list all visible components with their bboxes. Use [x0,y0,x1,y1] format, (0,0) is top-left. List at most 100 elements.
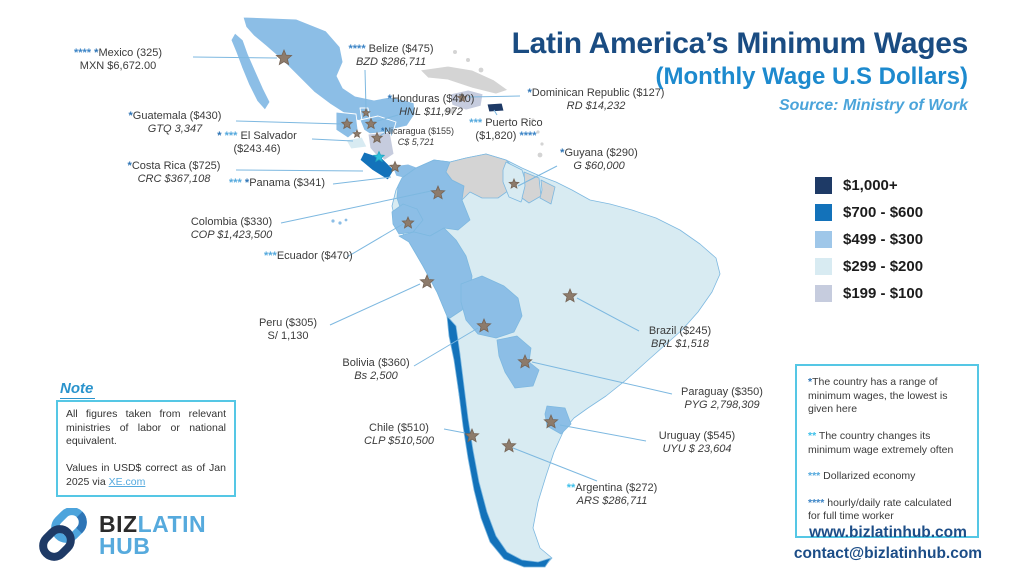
legend-label: $1,000+ [843,177,898,194]
xe-link[interactable]: XE.com [108,475,146,488]
footnotes-box: *The country has a range of minimum wage… [795,364,979,539]
legend-item-3: $299 - $200 [815,258,923,275]
leader-line-guyana [517,165,558,187]
lesser-antilles-islands [531,118,544,158]
star-costa-rica [372,150,386,163]
country-puerto-rico [486,102,505,113]
map-stars [275,48,578,453]
star-chile [464,427,480,443]
note-paragraph-2: Values in USD$ correct as of Jan 2025 vi… [66,462,226,489]
map-label-el-salvador: * *** El Salvador ($243.46) [217,130,297,155]
leader-line-brazil [576,297,640,332]
bizlatinhub-logo: BIZLATIN HUB [36,508,206,562]
leader-line-puerto-rico [493,109,498,116]
map-label-chile: Chile ($510) CLP $510,500 [364,422,434,447]
legend-swatch [815,285,832,302]
map-label-nicaragua: *Nicaragua ($155) C$ 5,721 [381,126,455,147]
leader-line-bolivia [413,327,479,367]
star-bolivia [476,317,492,333]
leader-line-ecuador [346,223,404,258]
legend-swatch [815,231,832,248]
bahamas-islands [453,50,484,73]
country-french-guiana [539,179,556,205]
leader-line-dominican-republic [467,95,521,98]
map-label-ecuador: ***Ecuador ($470) [264,250,353,262]
note-paragraph-2-text: Values in USD$ correct as of Jan 2025 vi… [66,461,226,488]
leader-line-honduras [373,114,399,123]
map-label-uruguay: Uruguay ($545) UYU $ 23,604 [658,430,736,455]
chain-link-icon [39,508,87,561]
star-honduras [364,117,378,130]
note-box: All figures taken from relevant ministri… [56,400,236,498]
leader-line-guatemala [235,120,344,125]
map-label-panama: *** *Panama ($341) [229,177,326,189]
star-belize [361,108,371,118]
map-label-guatemala: *Guatemala ($430) GTQ 3,347 [128,110,222,135]
map-label-guyana: *Guyana ($290) G $60,000 [560,147,638,172]
country-mexico-baja [230,32,271,111]
map-label-belize: **** Belize ($475) BZD $286,711 [348,43,434,68]
country-dominican-republic [449,89,484,111]
country-suriname [521,171,542,204]
leader-line-el-salvador [311,138,354,142]
contact-email: contact@bizlatinhub.com [793,545,983,562]
logo-word-hub: HUB [99,533,151,559]
leader-line-peru [329,283,421,326]
star-guyana [508,177,520,189]
legend-item-4: $199 - $100 [815,285,923,302]
source-note: Source: Ministry of Work [778,97,968,114]
country-paraguay [496,335,540,389]
star-colombia [430,184,446,200]
legend-swatch [815,177,832,194]
leader-line-panama [332,176,392,185]
legend-label: $499 - $300 [843,231,924,248]
legend-item-0: $1,000+ [815,177,923,194]
leader-line-uruguay [559,424,647,442]
map-label-honduras: *Honduras ($470) HNL $11,972 [387,93,475,118]
country-bolivia [460,275,523,339]
footnote-asterisks: ** [808,429,817,442]
star-uruguay [543,413,559,429]
logo-word-biz: BIZ [99,511,138,537]
country-venezuela [445,153,519,201]
legend: $1,000+ $700 - $600 $499 - $300 $299 - $200… [815,177,923,312]
legend-swatch [815,258,832,275]
footnote-asterisks: *** [808,470,821,483]
country-jamaica [444,108,456,114]
country-cuba [419,65,509,95]
logo-word-latin: LATIN [137,511,207,537]
star-guatemala [340,117,354,130]
leader-line-nicaragua [379,130,388,137]
legend-label: $299 - $200 [843,258,924,275]
star-mexico [275,48,293,66]
galapagos-islands [331,218,348,225]
logo-wordmark: BIZLATIN HUB [99,511,207,559]
footnote-item-3: *** Dollarized economy [808,470,916,483]
contact-block: www.bizlatinhub.com contact@bizlatinhub.… [770,522,1006,564]
leader-line-chile [443,428,466,434]
map-label-colombia: Colombia ($330) COP $1,423,500 [190,216,273,241]
country-costa-rica [359,151,395,181]
map-label-mexico: **** *Mexico (325) MXN $6,672.00 [73,47,163,72]
map-label-peru: Peru ($305) S/ 1,130 [258,317,318,342]
star-ecuador [401,215,415,229]
page-subtitle: (Monthly Wage U.S Dollars) [655,63,968,90]
legend-item-2: $499 - $300 [815,231,923,248]
leader-line-paraguay [531,361,673,395]
footnote-asterisks: **** [808,496,825,509]
legend-label: $700 - $600 [843,204,924,221]
leader-lines [192,56,673,482]
star-peru [419,273,435,289]
leader-line-argentina [512,447,598,482]
leader-line-colombia [280,190,432,224]
star-brazil [562,287,578,303]
star-argentina [501,437,517,453]
map-label-argentina: **Argentina ($272) ARS $286,711 [566,482,658,507]
note-paragraph-1: All figures taken from relevant ministri… [66,408,226,448]
leader-line-mexico [192,56,278,59]
legend-swatch [815,204,832,221]
header: Latin America’s Minimum Wages (Monthly W… [512,27,969,115]
star-nicaragua [370,131,384,144]
